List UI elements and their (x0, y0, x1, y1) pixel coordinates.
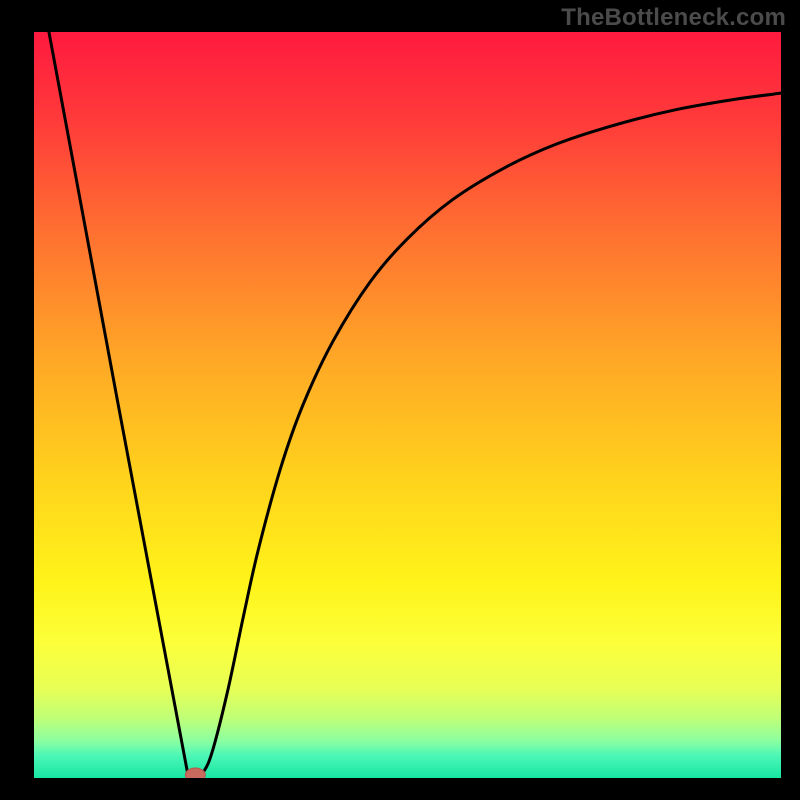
chart-frame: TheBottleneck.com (0, 0, 800, 800)
bottleneck-curve (49, 32, 781, 778)
curve-layer (34, 32, 781, 778)
optimum-marker (185, 768, 205, 778)
plot-area (34, 32, 781, 778)
watermark-text: TheBottleneck.com (561, 4, 786, 32)
